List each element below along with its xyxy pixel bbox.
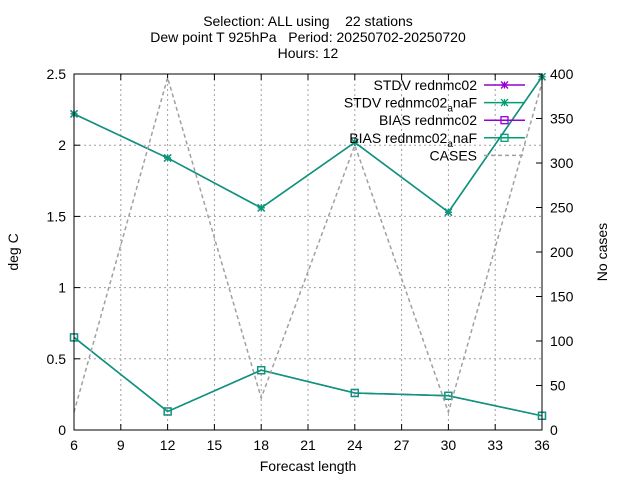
series-point	[500, 81, 509, 89]
plot-frame	[73, 73, 543, 431]
y2-tick-label: 200	[550, 244, 574, 260]
x-tick-label: 27	[394, 437, 410, 453]
x-axis-ticks: 6 9 12 15 18 21 24 27 30 33 36	[70, 74, 550, 453]
series-point	[163, 407, 172, 416]
y2-tick-label: 150	[550, 289, 574, 305]
series-point	[500, 98, 509, 107]
title-line: Hours: 12	[278, 45, 339, 61]
y2-tick-label: 350	[550, 111, 574, 127]
x-tick-label: 21	[300, 437, 316, 453]
series-line	[73, 74, 543, 415]
y2-tick-label: 300	[550, 155, 574, 171]
legend-label: STDV rednmc02anaF	[344, 95, 477, 115]
x-tick-label: 33	[487, 437, 503, 453]
legend-label: BIAS rednmc02anaF	[349, 130, 477, 150]
y-tick-label: 2.5	[47, 66, 67, 82]
legend-label: STDV rednmc02	[374, 77, 478, 93]
x-tick-label: 15	[207, 437, 223, 453]
y-tick-label: 2	[58, 137, 66, 153]
series-line	[73, 336, 543, 417]
y-axis-ticks: 0 0.5 1 1.5 2 2.5	[47, 66, 80, 438]
series-lines	[69, 72, 547, 420]
series-3	[69, 333, 547, 420]
series-line	[73, 76, 543, 214]
y2-tick-label: 0	[550, 422, 558, 438]
y2-tick-label: 400	[550, 66, 574, 82]
y-tick-label: 0.5	[47, 351, 67, 367]
title-line: Dew point T 925hPa Period: 20250702-2025…	[150, 29, 466, 45]
series-point	[444, 208, 453, 217]
x-tick-label: 9	[117, 437, 125, 453]
y2-axis-ticks: 0 50 100 150 200 250 300 350 400	[536, 66, 574, 438]
series-point	[257, 366, 266, 375]
x-tick-label: 18	[253, 437, 269, 453]
x-tick-label: 12	[160, 437, 176, 453]
y2-tick-label: 250	[550, 200, 574, 216]
series-point	[163, 154, 172, 162]
legend-label: CASES	[430, 147, 477, 163]
series-point	[500, 133, 509, 142]
x-axis-label: Forecast length	[260, 458, 357, 474]
y-axis-label: deg C	[5, 233, 21, 270]
x-tick-label: 24	[347, 437, 363, 453]
y2-tick-label: 100	[550, 333, 574, 349]
series-point	[257, 203, 266, 212]
series-2	[69, 333, 547, 420]
y2-tick-label: 50	[550, 378, 566, 394]
y-tick-label: 1	[58, 280, 66, 296]
series-point	[350, 138, 359, 147]
y-tick-label: 0	[58, 422, 66, 438]
series-point	[444, 391, 453, 400]
y-tick-label: 1.5	[47, 208, 67, 224]
series-point	[350, 388, 359, 398]
x-tick-label: 30	[441, 437, 457, 453]
title-line: Selection: ALL using 22 stations	[203, 13, 413, 29]
series-point	[500, 116, 509, 125]
series-4	[73, 74, 543, 415]
legend-label: BIAS rednmc02	[379, 112, 477, 128]
x-tick-label: 36	[534, 437, 550, 453]
y2-axis-label: No cases	[594, 223, 610, 281]
x-tick-label: 6	[70, 437, 78, 453]
